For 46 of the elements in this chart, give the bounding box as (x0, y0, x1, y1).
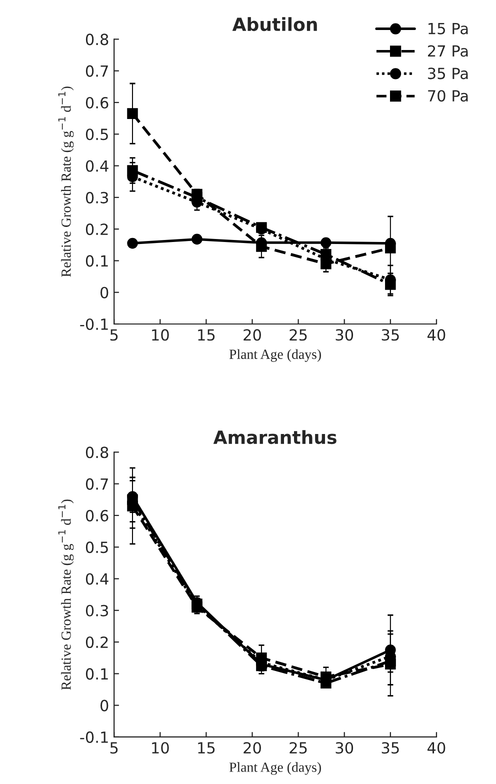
y-tick-label: 0.2 (86, 224, 108, 236)
x-tick-label: 25 (290, 742, 307, 754)
y-tick-label: 0.3 (86, 604, 108, 616)
y-tick-label: 0.8 (86, 34, 108, 46)
x-tick-label: 35 (382, 329, 399, 341)
y-tick-label: 0.3 (86, 192, 108, 204)
x-tick-label: 10 (152, 742, 169, 754)
x-tick-label: 5 (110, 329, 118, 341)
y-axis-title: Relative Growth Rate (g g$^{−1}$ d$^{−1}$) (58, 86, 74, 277)
y-tick-label: 0.1 (86, 255, 108, 267)
legend-label: 27 Pa (428, 45, 468, 57)
y-axis-title: Relative Growth Rate (g g$^{−1}$ d$^{−1}$) (58, 500, 74, 690)
y-tick-label: 0.4 (86, 573, 108, 585)
y-tick-label: 0.7 (86, 478, 108, 490)
y-tick-label: 0 (100, 286, 108, 298)
x-tick-label: 25 (290, 329, 307, 341)
legend-label: 70 Pa (428, 90, 468, 102)
y-tick-label: 0.2 (86, 636, 108, 648)
y-tick-label: 0.1 (86, 668, 108, 680)
x-tick-label: 10 (152, 329, 169, 341)
x-tick-label: 40 (428, 329, 446, 341)
x-tick-label: 15 (198, 742, 215, 754)
y-tick-label: 0.8 (86, 446, 108, 458)
y-tick-label: -0.1 (80, 731, 108, 743)
x-tick-label: 20 (244, 329, 261, 341)
x-axis-title: Plant Age (days) (229, 349, 321, 362)
x-tick-label: 40 (428, 742, 446, 754)
y-tick-label: 0.5 (86, 542, 108, 554)
y-tick-label: 0.7 (86, 65, 108, 77)
y-tick-label: 0 (100, 700, 108, 712)
x-tick-label: 5 (110, 742, 118, 754)
y-tick-label: 0.6 (86, 510, 108, 522)
y-tick-label: 0.4 (86, 160, 108, 172)
x-axis-title: Plant Age (days) (229, 762, 321, 775)
legend-label: 35 Pa (428, 68, 468, 80)
y-tick-label: -0.1 (80, 318, 108, 330)
legend-label: 15 Pa (428, 22, 468, 34)
x-tick-label: 20 (244, 742, 261, 754)
y-tick-label: 0.6 (86, 96, 108, 109)
x-tick-label: 35 (382, 742, 399, 754)
x-tick-label: 30 (336, 329, 354, 341)
y-tick-label: 0.5 (86, 128, 108, 140)
x-tick-label: 15 (198, 329, 215, 341)
chart-title: Abutilon (232, 17, 317, 32)
chart-title: Amaranthus (213, 430, 336, 444)
x-tick-label: 30 (336, 742, 354, 754)
